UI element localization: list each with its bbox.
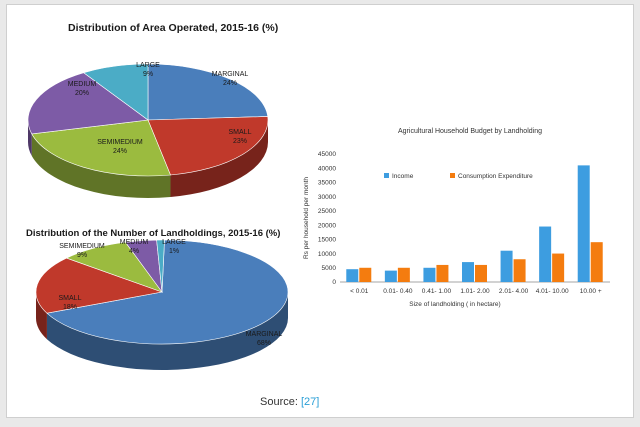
y-tick-label: 0 bbox=[332, 279, 336, 286]
pie-label-semimedium: SEMIMEDIUM bbox=[97, 139, 143, 146]
y-tick-label: 25000 bbox=[318, 208, 336, 215]
legend-swatch-consumption bbox=[450, 173, 455, 178]
pie-label-small: SMALL bbox=[229, 129, 252, 136]
y-tick-label: 20000 bbox=[318, 222, 336, 229]
household-budget-bar-chart: 0 5000 10000 15000 20000 25000 30000 35000 40000… bbox=[303, 151, 610, 308]
pie-slice-small bbox=[35, 257, 164, 314]
bar-consumption bbox=[513, 259, 526, 282]
pie-slice-small bbox=[147, 116, 269, 176]
pie-value-small: 18% bbox=[63, 304, 77, 311]
bar-income bbox=[500, 250, 513, 282]
area-pie-title: Distribution of Area Operated, 2015-16 (… bbox=[68, 22, 279, 34]
x-tick-label: 0.41- 1.00 bbox=[422, 288, 452, 295]
pie-label-medium: MEDIUM bbox=[68, 81, 97, 88]
pie-slice-large bbox=[83, 63, 149, 121]
pie-value-large: 1% bbox=[169, 248, 179, 255]
pie-label-semimedium: SEMIMEDIUM bbox=[59, 243, 105, 250]
pie-value-marginal: 68% bbox=[257, 340, 271, 347]
bar-consumption bbox=[475, 264, 487, 282]
x-tick-label: 1.01- 2.00 bbox=[460, 288, 490, 295]
x-tick-label: 10.00 + bbox=[580, 288, 602, 295]
x-tick-label: 2.01- 4.00 bbox=[499, 288, 529, 295]
source-reference-link[interactable]: [27] bbox=[300, 396, 320, 408]
bar-income bbox=[462, 262, 474, 282]
x-tick-label: < 0.01 bbox=[350, 288, 369, 295]
pie-label-large: LARGE bbox=[162, 239, 186, 246]
pie-slice-side-small bbox=[36, 292, 47, 340]
y-tick-label: 45000 bbox=[318, 151, 336, 158]
bar-income bbox=[346, 269, 359, 282]
source-caption: Source: [27] bbox=[260, 396, 319, 408]
pie-slice-side-semimedium bbox=[31, 133, 171, 198]
bar-consumption bbox=[359, 267, 372, 282]
pie-value-semimedium: 24% bbox=[113, 148, 127, 155]
pie-value-small: 23% bbox=[233, 138, 247, 145]
bar-income bbox=[577, 165, 590, 282]
pie-slice-side-small bbox=[170, 120, 268, 198]
legend-label-income: Income bbox=[392, 173, 414, 180]
pie-value-large: 9% bbox=[143, 71, 153, 78]
y-axis-label: Rs per household per month bbox=[303, 177, 310, 259]
pie-slice-side-marginal bbox=[46, 292, 289, 370]
x-tick-label: 4.01- 10.00 bbox=[536, 288, 569, 295]
legend-label-consumption: Consumption Expenditure bbox=[458, 173, 533, 180]
legend-swatch-income bbox=[384, 173, 389, 178]
pie-slice-medium bbox=[27, 72, 149, 135]
y-tick-label: 10000 bbox=[318, 251, 336, 258]
bar-income bbox=[539, 226, 552, 282]
pie-label-marginal: MARGINAL bbox=[246, 331, 283, 338]
pie-slice-side-medium bbox=[28, 120, 32, 156]
pie-slice-large bbox=[156, 239, 165, 293]
y-tick-label: 5000 bbox=[322, 265, 337, 272]
bar-income bbox=[423, 267, 436, 282]
source-label: Source: bbox=[260, 396, 298, 408]
bar-consumption bbox=[397, 267, 410, 282]
bar-chart-title: Agricultural Household Budget by Landhol… bbox=[398, 128, 542, 135]
pie-value-semimedium: 9% bbox=[77, 252, 87, 259]
bar-consumption bbox=[590, 242, 603, 282]
pie-label-small: SMALL bbox=[59, 295, 82, 302]
y-tick-label: 40000 bbox=[318, 165, 336, 172]
x-axis-label: Size of landholding ( in hectare) bbox=[409, 301, 500, 308]
bar-income bbox=[384, 270, 397, 282]
pie-value-medium: 20% bbox=[75, 90, 89, 97]
landholdings-pie-chart: MARGINAL 68% SMALL 18% SEMIMEDIUM 9% MEDIUM 4% L… bbox=[35, 239, 289, 370]
area-operated-pie-chart: MARGINAL 24% SMALL 23% SEMIMEDIUM 24% MEDIUM 20… bbox=[27, 62, 269, 198]
pie-label-large: LARGE bbox=[136, 62, 160, 69]
pie-label-medium: MEDIUM bbox=[120, 239, 149, 246]
x-tick-label: 0.01- 0.40 bbox=[383, 288, 413, 295]
y-tick-label: 30000 bbox=[318, 194, 336, 201]
y-tick-label: 15000 bbox=[318, 237, 336, 244]
pie-slice-marginal bbox=[147, 63, 269, 121]
pie-value-marginal: 24% bbox=[223, 80, 237, 87]
landholdings-pie-title: Distribution of the Number of Landholdin… bbox=[26, 228, 281, 239]
pie-slice-marginal bbox=[46, 239, 289, 345]
bar-consumption bbox=[436, 264, 449, 282]
y-tick-label: 35000 bbox=[318, 180, 336, 187]
pie-slice-semimedium bbox=[31, 119, 171, 177]
bar-consumption bbox=[552, 253, 565, 282]
pie-value-medium: 4% bbox=[129, 248, 139, 255]
pie-label-marginal: MARGINAL bbox=[212, 71, 249, 78]
